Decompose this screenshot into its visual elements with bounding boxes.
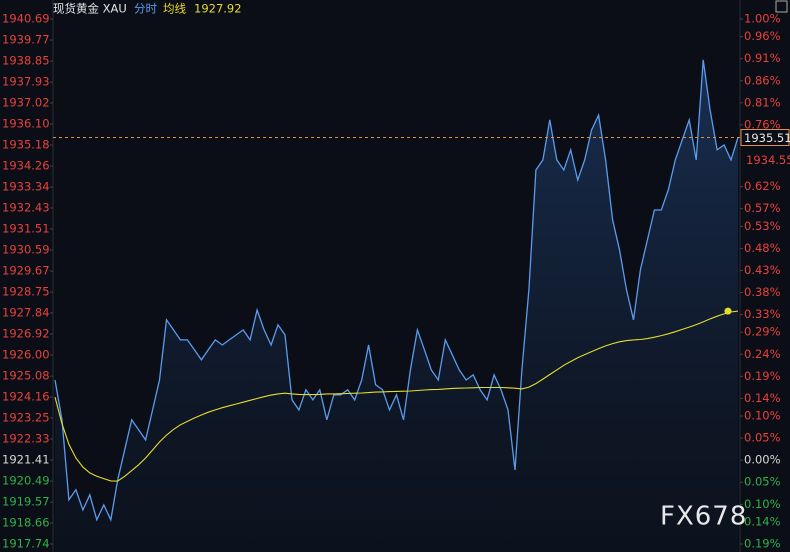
y2-tick-label: 0.81% — [744, 95, 781, 109]
last-price-box — [740, 128, 790, 146]
y-tick-label: 1937.02 — [2, 95, 50, 109]
y2-tick-label: 0.53% — [744, 219, 781, 233]
y2-tick-label: 0.00% — [744, 453, 781, 467]
y2-tick-label: 0.05% — [744, 431, 781, 445]
last-price-label: 1935.51 — [744, 131, 790, 145]
mode-label: 分时 — [134, 2, 157, 16]
y2-tick-label: 0.14% — [744, 391, 781, 405]
y2-tick-label: 0.19% — [744, 537, 781, 551]
y-tick-label: 1940.69 — [2, 12, 50, 26]
y-tick-label: 1921.41 — [2, 453, 50, 467]
ref-price-label: 1934.55 — [746, 153, 790, 167]
y2-tick-label: 0.29% — [744, 325, 781, 339]
y-tick-label: 1923.25 — [2, 410, 50, 424]
y2-tick-label: 0.57% — [744, 201, 781, 215]
y2-tick-label: 0.91% — [744, 51, 781, 65]
y-tick-label: 1927.84 — [2, 305, 50, 319]
header: 现货黄金 XAU 分时 均线 1927.92 — [53, 2, 242, 16]
y-tick-label: 1917.74 — [2, 537, 50, 551]
y-tick-label: 1932.43 — [2, 200, 50, 214]
ma-label: 均线 — [163, 2, 186, 16]
average-line — [54, 310, 739, 482]
y2-tick-label: 0.33% — [744, 307, 781, 321]
y-tick-label: 1928.75 — [2, 285, 50, 299]
y2-tick-label: 0.24% — [744, 347, 781, 361]
y2-tick-label: 0.48% — [744, 241, 781, 255]
y-tick-label: 1925.08 — [2, 369, 50, 383]
y-tick-label: 1935.18 — [2, 138, 50, 152]
y2-tick-label: 0.05% — [744, 475, 781, 489]
y2-tick-label: 1.00% — [744, 12, 781, 26]
y-tick-label: 1924.16 — [2, 390, 50, 404]
average-dot — [724, 307, 732, 315]
title: 现货黄金 XAU — [53, 2, 127, 16]
y2-tick-label: 0.43% — [744, 263, 781, 277]
price-line — [54, 59, 739, 522]
y-tick-label: 1936.10 — [2, 117, 50, 131]
y-tick-label: 1934.26 — [2, 159, 50, 173]
y-tick-label: 1931.51 — [2, 222, 50, 236]
y2-tick-label: 0.86% — [744, 73, 781, 87]
y-tick-label: 1922.33 — [2, 432, 50, 446]
y-tick-label: 1939.77 — [2, 33, 50, 47]
y-tick-label: 1933.34 — [2, 180, 50, 194]
y2-tick-label: 0.10% — [744, 497, 781, 511]
y-tick-label: 1919.57 — [2, 495, 50, 509]
y-tick-label: 1918.66 — [2, 515, 50, 529]
y2-tick-label: 0.14% — [744, 514, 781, 528]
y2-tick-label: 0.38% — [744, 285, 781, 299]
y-tick-label: 1937.93 — [2, 75, 50, 89]
y-tick-label: 1926.00 — [2, 348, 50, 362]
menu-icon[interactable] — [775, 0, 788, 13]
y2-tick-label: 0.10% — [744, 409, 781, 423]
y-tick-label: 1920.49 — [2, 474, 50, 488]
watermark: FX678 — [660, 502, 747, 532]
ref-price-box — [741, 152, 789, 169]
y-tick-label: 1926.92 — [2, 327, 50, 341]
y-tick-label: 1929.67 — [2, 264, 50, 278]
y2-tick-label: 0.96% — [744, 29, 781, 43]
price-area — [55, 59, 738, 552]
y-tick-label: 1938.85 — [2, 54, 50, 68]
y2-tick-label: 0.76% — [744, 117, 781, 131]
y2-tick-label: 0.62% — [744, 179, 781, 193]
ma-value: 1927.92 — [194, 2, 242, 16]
y2-tick-label: 0.19% — [744, 369, 781, 383]
y-tick-label: 1930.59 — [2, 243, 50, 257]
